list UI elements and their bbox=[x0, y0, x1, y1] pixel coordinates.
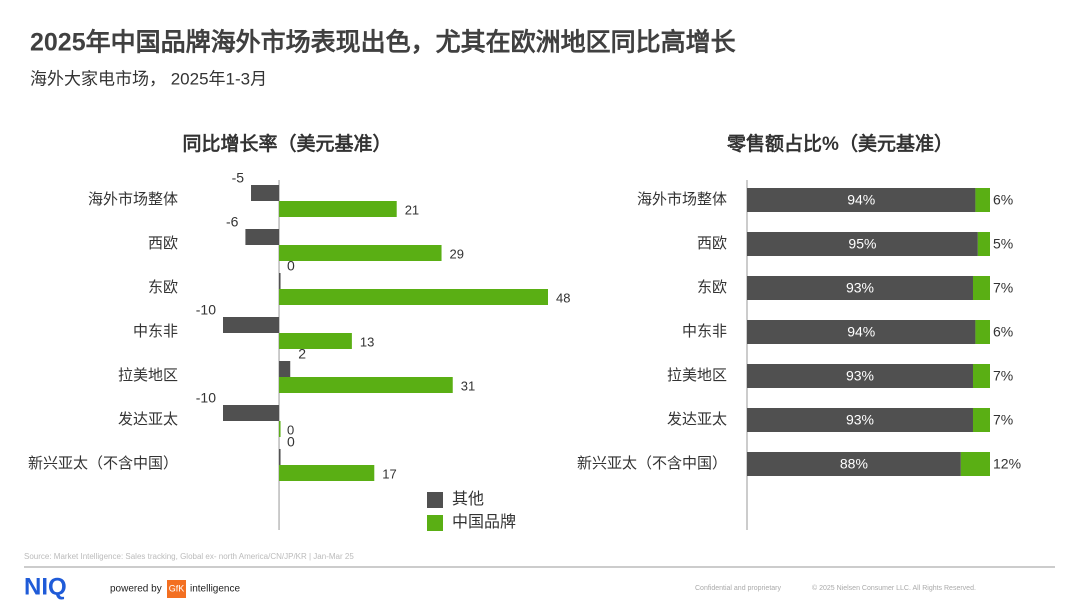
value-label: 93% bbox=[846, 368, 874, 384]
value-label: 0 bbox=[287, 422, 294, 437]
value-label: -10 bbox=[196, 390, 216, 406]
bar bbox=[251, 185, 280, 201]
bar bbox=[279, 245, 442, 261]
category-label: 东欧 bbox=[148, 279, 178, 296]
category-label: 西欧 bbox=[148, 235, 178, 252]
bar-segment bbox=[747, 276, 973, 300]
category-label: 西欧 bbox=[697, 235, 727, 252]
bar-segment bbox=[975, 188, 990, 212]
powered-by: powered by bbox=[110, 584, 162, 595]
slide-title: 2025年中国品牌海外市场表现出色，尤其在欧洲地区同比高增长 bbox=[30, 28, 737, 57]
value-label: 0 bbox=[287, 434, 295, 450]
value-label: 0 bbox=[287, 258, 295, 274]
gfk-box bbox=[167, 580, 186, 598]
chart-title: 零售额占比%（美元基准） bbox=[726, 132, 953, 155]
bar-segment bbox=[747, 320, 976, 344]
value-label: -5 bbox=[232, 170, 245, 186]
bar-segment bbox=[972, 408, 990, 432]
value-label: 93% bbox=[846, 280, 874, 296]
bar bbox=[279, 273, 281, 289]
value-label: 5% bbox=[993, 236, 1013, 252]
intelligence: intelligence bbox=[190, 584, 240, 595]
legend-swatch bbox=[427, 515, 443, 531]
category-label: 发达亚太 bbox=[667, 411, 727, 428]
value-label: 94% bbox=[847, 324, 875, 340]
bar-segment bbox=[747, 188, 976, 212]
bar bbox=[279, 289, 548, 305]
chart-title: 同比增长率（美元基准） bbox=[182, 132, 391, 155]
category-label: 新兴亚太（不含中国） bbox=[577, 455, 727, 472]
copyright: © 2025 Nielsen Consumer LLC. All Rights … bbox=[812, 584, 976, 592]
bar-segment bbox=[960, 452, 990, 476]
gfk: GfK bbox=[169, 583, 185, 593]
value-label: 2 bbox=[298, 346, 306, 362]
category-label: 发达亚太 bbox=[118, 411, 178, 428]
bar bbox=[279, 333, 352, 349]
bar bbox=[279, 201, 397, 217]
category-label: 海外市场整体 bbox=[637, 191, 727, 208]
bar bbox=[279, 421, 281, 437]
value-label: 31 bbox=[461, 378, 475, 393]
bar bbox=[223, 405, 280, 421]
value-label: 17 bbox=[382, 466, 396, 481]
legend-swatch bbox=[427, 492, 443, 508]
bar bbox=[245, 229, 280, 245]
value-label: 7% bbox=[993, 368, 1013, 384]
category-label: 海外市场整体 bbox=[88, 191, 178, 208]
bar-segment bbox=[972, 364, 990, 388]
value-label: -6 bbox=[226, 214, 239, 230]
value-label: 7% bbox=[993, 280, 1013, 296]
bar-segment bbox=[747, 364, 973, 388]
value-label: 7% bbox=[993, 412, 1013, 428]
value-label: 93% bbox=[846, 412, 874, 428]
category-label: 拉美地区 bbox=[118, 367, 178, 384]
bar-segment bbox=[747, 452, 961, 476]
bar-segment bbox=[972, 276, 990, 300]
value-label: 48 bbox=[556, 290, 570, 305]
bar-segment bbox=[747, 232, 978, 256]
logo: NIQ bbox=[24, 573, 67, 600]
category-label: 东欧 bbox=[697, 279, 727, 296]
value-label: 88% bbox=[840, 456, 868, 472]
value-label: 12% bbox=[993, 456, 1021, 472]
value-label: -10 bbox=[196, 302, 216, 318]
bar bbox=[279, 449, 281, 465]
bar-segment bbox=[975, 320, 990, 344]
category-label: 拉美地区 bbox=[667, 367, 727, 384]
bar-segment bbox=[747, 408, 973, 432]
value-label: 6% bbox=[993, 324, 1013, 340]
value-label: 29 bbox=[450, 246, 464, 261]
value-label: 94% bbox=[847, 192, 875, 208]
legend-label: 中国品牌 bbox=[452, 513, 516, 531]
category-label: 中东非 bbox=[682, 323, 727, 340]
bar bbox=[223, 317, 280, 333]
source: Source: Market Intelligence: Sales track… bbox=[24, 552, 354, 561]
category-label: 中东非 bbox=[133, 323, 178, 340]
value-label: 6% bbox=[993, 192, 1013, 208]
bar bbox=[279, 361, 291, 377]
slide-subtitle: 海外大家电市场， 2025年1-3月 bbox=[30, 69, 267, 88]
value-label: 21 bbox=[405, 202, 419, 217]
legend-label: 其他 bbox=[452, 490, 484, 508]
value-label: 13 bbox=[360, 334, 374, 349]
bar bbox=[279, 377, 453, 393]
bar bbox=[279, 465, 375, 481]
bar-segment bbox=[977, 232, 990, 256]
value-label: 95% bbox=[848, 236, 876, 252]
confidential: Confidential and proprietary bbox=[695, 585, 781, 592]
category-label: 新兴亚太（不含中国） bbox=[28, 455, 178, 472]
